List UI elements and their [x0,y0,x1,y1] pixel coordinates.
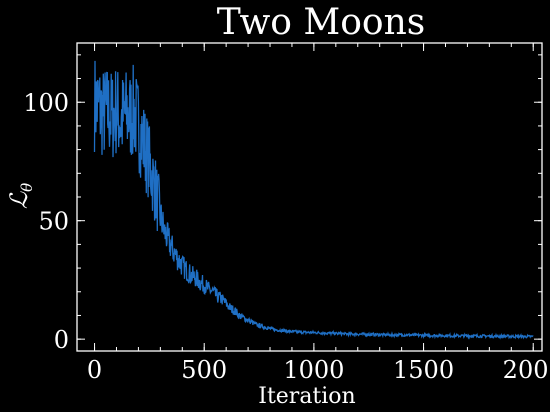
y-axis-label: ℒθ [5,183,36,209]
y-tick-label: 50 [38,208,69,236]
major-ticks [77,43,542,351]
x-tick-label: 500 [181,356,227,384]
plot-frame [76,42,543,352]
x-axis-label: Iteration [258,384,355,409]
loss-series-line [93,60,534,340]
y-axis-label-subscript: θ [18,183,36,192]
y-axis-label-main: ℒ [5,191,33,209]
x-tick-label: 1500 [393,356,454,384]
x-tick-label: 0 [87,356,102,384]
x-tick-label: 1000 [283,356,344,384]
y-tick-label: 0 [54,326,69,354]
chart-title: Two Moons [217,2,426,43]
y-tick-label: 100 [23,89,69,117]
